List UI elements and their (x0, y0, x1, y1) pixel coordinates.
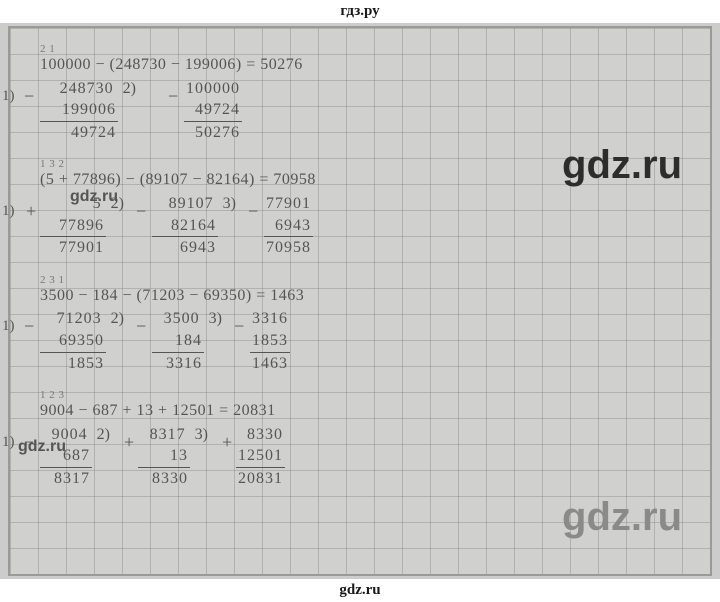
step-label: 1) (2, 432, 15, 452)
result: 8317 (52, 468, 92, 490)
calc-column: + 8317 3) 13 8330 (138, 424, 212, 490)
result: 3316 (164, 353, 204, 375)
calc-column: 1) + 5 2) 77896 77901 (40, 193, 128, 259)
result: 6943 (173, 237, 218, 259)
operand: 199006 (60, 99, 118, 121)
worksheet-page: 2 1 100000 − (248730 − 199006) = 50276 1… (8, 26, 712, 576)
result: 1463 (250, 353, 290, 375)
minus-icon: − (136, 199, 146, 223)
calc-column: − 77901 6943 70958 (264, 193, 313, 259)
operand: 12501 (236, 445, 285, 467)
minus-icon: − (168, 84, 178, 108)
calc-column: − 3316 1853 1463 (250, 308, 290, 374)
operand: 82164 (169, 215, 218, 237)
result: 77901 (57, 237, 106, 259)
operand: 13 (158, 445, 190, 467)
result: 49724 (64, 122, 118, 144)
plus-icon: + (124, 430, 134, 454)
operand: 3500 3) (160, 308, 226, 330)
content-area: 2 1 100000 − (248730 − 199006) = 50276 1… (40, 42, 680, 504)
operand: 6943 (268, 215, 313, 237)
step-label: 1) (2, 316, 15, 336)
minus-icon: − (234, 314, 244, 338)
operand: 248730 2) (56, 78, 140, 100)
operand: 71203 2) (53, 308, 128, 330)
operation-order: 1 2 3 (40, 388, 680, 400)
operand: 8317 3) (146, 424, 212, 446)
operand: 184 (168, 330, 204, 352)
calc-column: − 100000 49724 50276 (184, 78, 242, 144)
operand: 100000 (184, 78, 242, 100)
operand: 1853 (250, 330, 290, 352)
operand: 77896 (57, 215, 106, 237)
equation: 9004 − 687 + 13 + 12501 = 20831 (40, 400, 680, 422)
operation-order: 1 3 2 (40, 157, 680, 169)
operand: 3316 (250, 308, 290, 330)
minus-icon: − (136, 314, 146, 338)
result: 8330 (150, 468, 190, 490)
result: 1853 (61, 353, 106, 375)
problem-1: 2 1 100000 − (248730 − 199006) = 50276 1… (40, 42, 680, 143)
equation: 100000 − (248730 − 199006) = 50276 (40, 54, 680, 76)
calc-column: + 8330 12501 20831 (236, 424, 285, 490)
minus-icon: − (24, 84, 34, 108)
calc-column: − 3500 3) 184 3316 (152, 308, 226, 374)
result: 50276 (188, 122, 242, 144)
operand: 5 2) (69, 193, 128, 215)
operand: 687 (56, 445, 92, 467)
operand: 77901 (264, 193, 313, 215)
operand: 49724 (188, 99, 242, 121)
operand: 8330 (240, 424, 285, 446)
calc-column: − 89107 3) 82164 6943 (152, 193, 240, 259)
calc-column: 1) − 248730 2) 199006 49724 (40, 78, 140, 144)
minus-icon: − (24, 430, 34, 454)
calc-row: 1) + 5 2) 77896 77901 − 89107 3) 82164 6… (40, 193, 680, 259)
result: 20831 (236, 468, 285, 490)
step-label: 1) (2, 201, 15, 221)
operand: 69350 (57, 330, 106, 352)
calc-column: 1) − 9004 2) 687 8317 (40, 424, 114, 490)
problem-2: 1 3 2 (5 + 77896) − (89107 − 82164) = 70… (40, 157, 680, 258)
page-footer: gdz.ru (0, 579, 720, 602)
step-label: 1) (2, 86, 15, 106)
operation-order: 2 3 1 (40, 273, 680, 285)
minus-icon: − (248, 199, 258, 223)
problem-4: 1 2 3 9004 − 687 + 13 + 12501 = 20831 1)… (40, 388, 680, 489)
calc-row: 1) − 71203 2) 69350 1853 − 3500 3) 184 3… (40, 308, 680, 374)
problem-3: 2 3 1 3500 − 184 − (71203 − 69350) = 146… (40, 273, 680, 374)
operand: 9004 2) (48, 424, 114, 446)
operation-order: 2 1 (40, 42, 680, 54)
equation: (5 + 77896) − (89107 − 82164) = 70958 (40, 169, 680, 191)
operand: 89107 3) (165, 193, 240, 215)
calc-row: 1) − 248730 2) 199006 49724 − 100000 497… (40, 78, 680, 144)
plus-icon: + (222, 430, 232, 454)
calc-column: 1) − 71203 2) 69350 1853 (40, 308, 128, 374)
equation: 3500 − 184 − (71203 − 69350) = 1463 (40, 285, 680, 307)
plus-icon: + (26, 199, 36, 223)
page-header: гдз.ру (0, 0, 720, 23)
calc-row: 1) − 9004 2) 687 8317 + 8317 3) 13 8330 … (40, 424, 680, 490)
result: 70958 (264, 237, 313, 259)
minus-icon: − (24, 314, 34, 338)
